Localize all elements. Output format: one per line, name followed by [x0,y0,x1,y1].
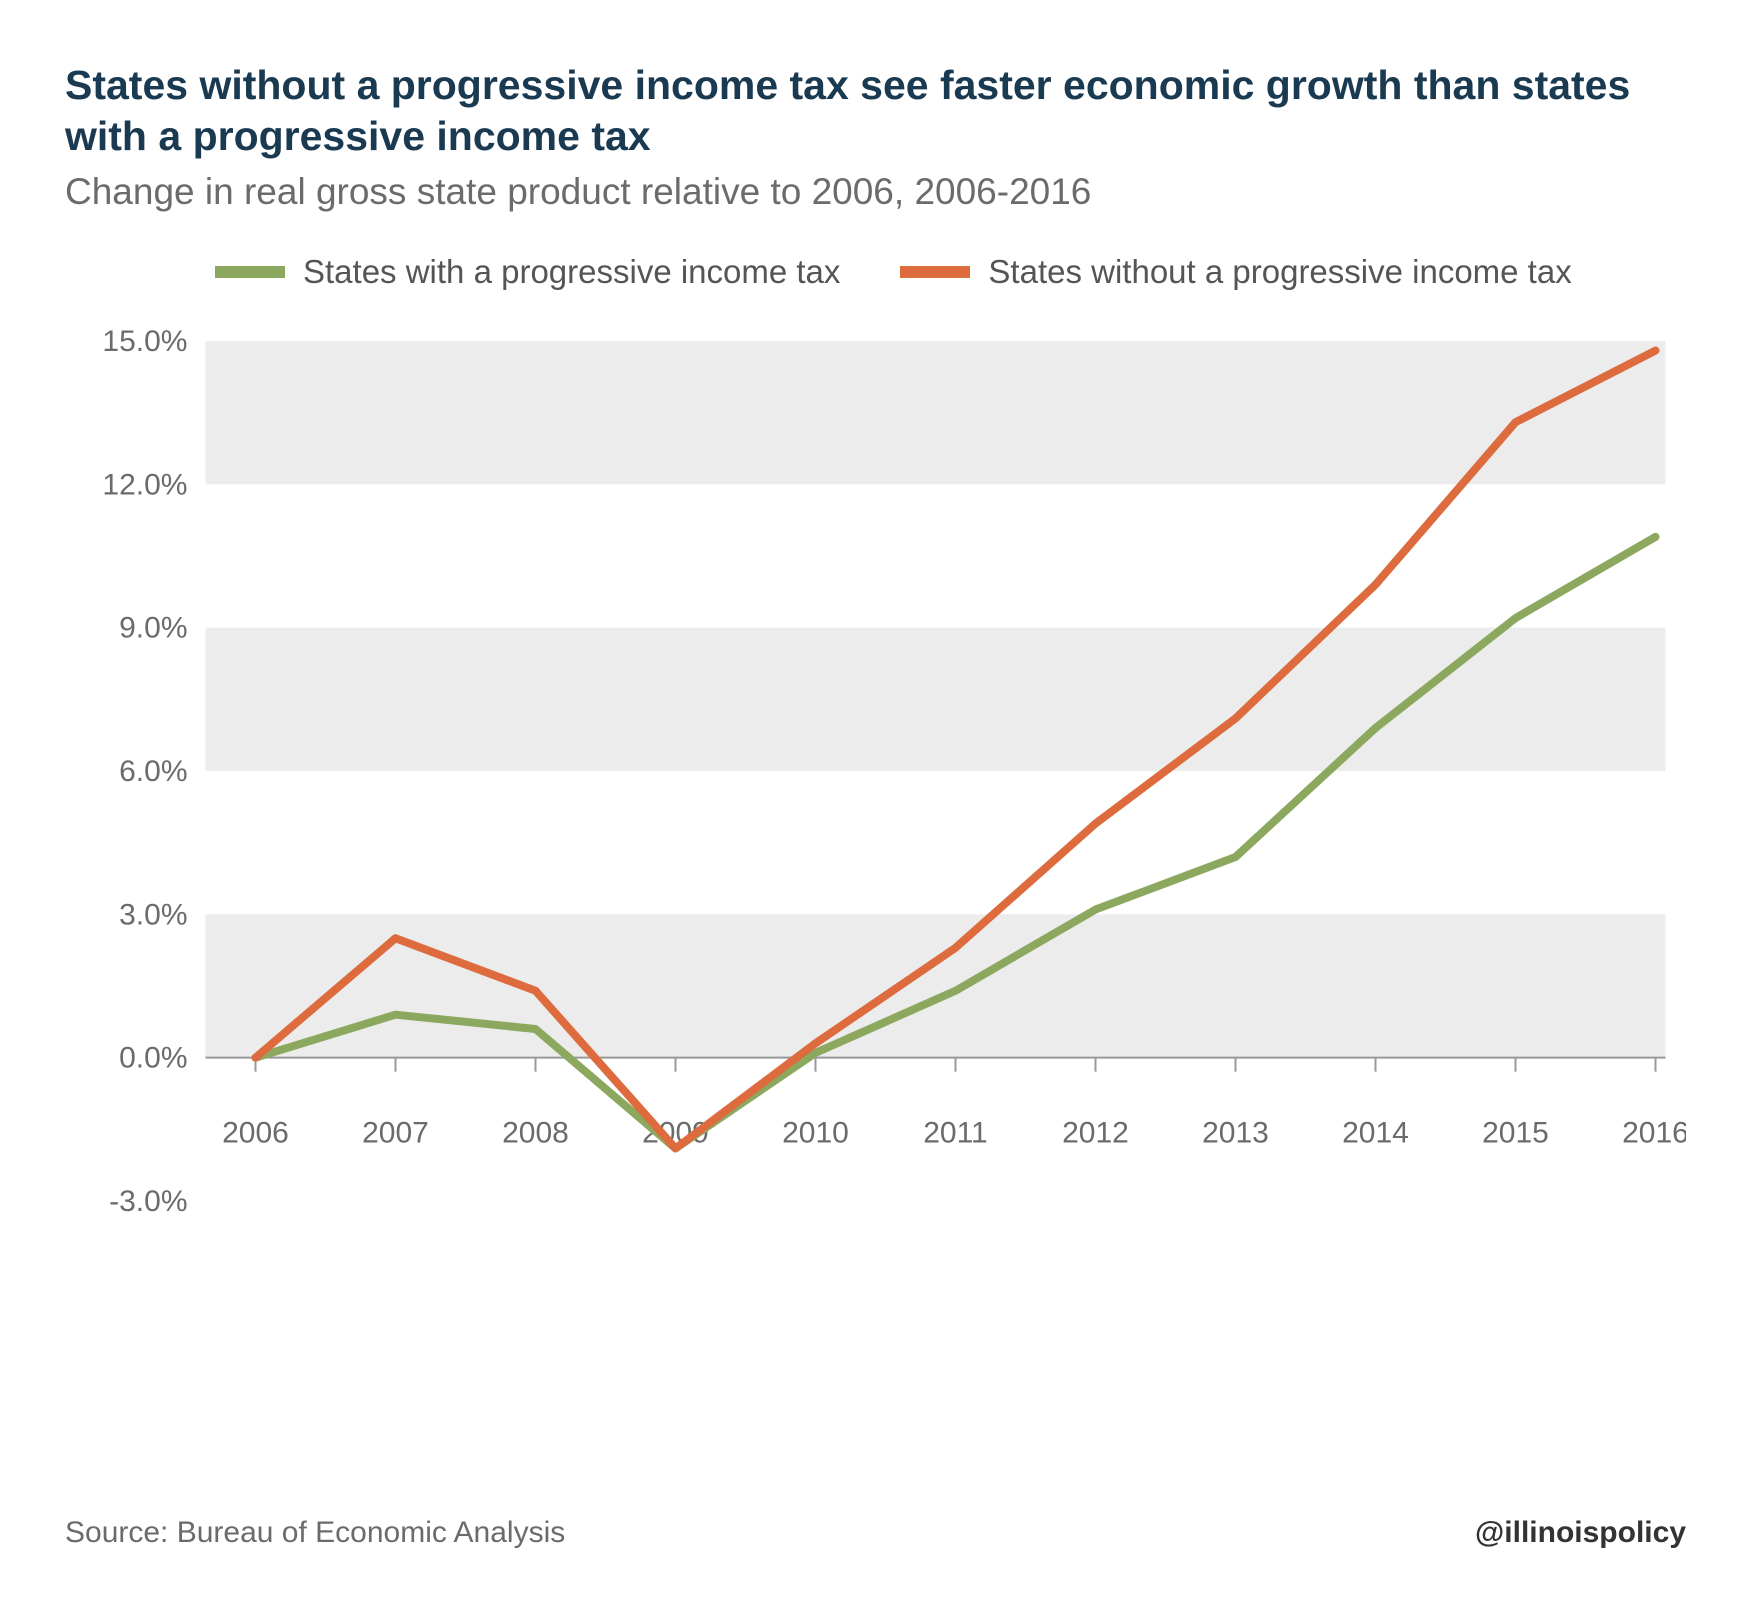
grid-band [206,627,1666,770]
x-tick-label: 2008 [502,1116,569,1149]
y-tick-label: 9.0% [119,611,187,644]
grid-band [206,914,1666,1057]
x-tick-label: 2012 [1062,1116,1129,1149]
x-tick-label: 2013 [1202,1116,1269,1149]
legend-item-without-progressive: States without a progressive income tax [900,253,1571,291]
chart-svg: -3.0% 0.0% 3.0% 6.0% 9.0% 12.0% 15.0% 2006 2007 2… [65,321,1686,1301]
x-tick-label: 2015 [1482,1116,1549,1149]
x-tick-label: 2011 [923,1116,988,1149]
legend-label: States without a progressive income tax [988,253,1571,291]
chart-title: States without a progressive income tax … [65,60,1686,163]
legend-swatch [900,266,970,278]
y-tick-label: 6.0% [119,755,187,788]
legend-label: States with a progressive income tax [303,253,840,291]
legend: States with a progressive income tax Sta… [215,253,1686,291]
y-tick-label: 15.0% [102,325,187,358]
y-tick-label: -3.0% [109,1185,187,1218]
x-tick-label: 2016 [1622,1116,1686,1149]
y-tick-label: 3.0% [119,898,187,931]
handle-text: @illinoispolicy [1475,1516,1686,1550]
x-tick-label: 2007 [362,1116,429,1149]
x-tick-label: 2014 [1342,1116,1409,1149]
chart-page: States without a progressive income tax … [0,0,1751,1610]
y-tick-label: 12.0% [102,468,187,501]
y-tick-label: 0.0% [119,1041,187,1074]
legend-swatch [215,266,285,278]
footer: Source: Bureau of Economic Analysis @ill… [65,1516,1686,1550]
chart-area: -3.0% 0.0% 3.0% 6.0% 9.0% 12.0% 15.0% 2006 2007 2… [65,321,1686,1301]
x-tick-label: 2006 [222,1116,289,1149]
x-tick-label: 2010 [782,1116,849,1149]
source-text: Source: Bureau of Economic Analysis [65,1516,565,1550]
chart-subtitle: Change in real gross state product relat… [65,171,1686,213]
legend-item-with-progressive: States with a progressive income tax [215,253,840,291]
grid-band [206,341,1666,484]
